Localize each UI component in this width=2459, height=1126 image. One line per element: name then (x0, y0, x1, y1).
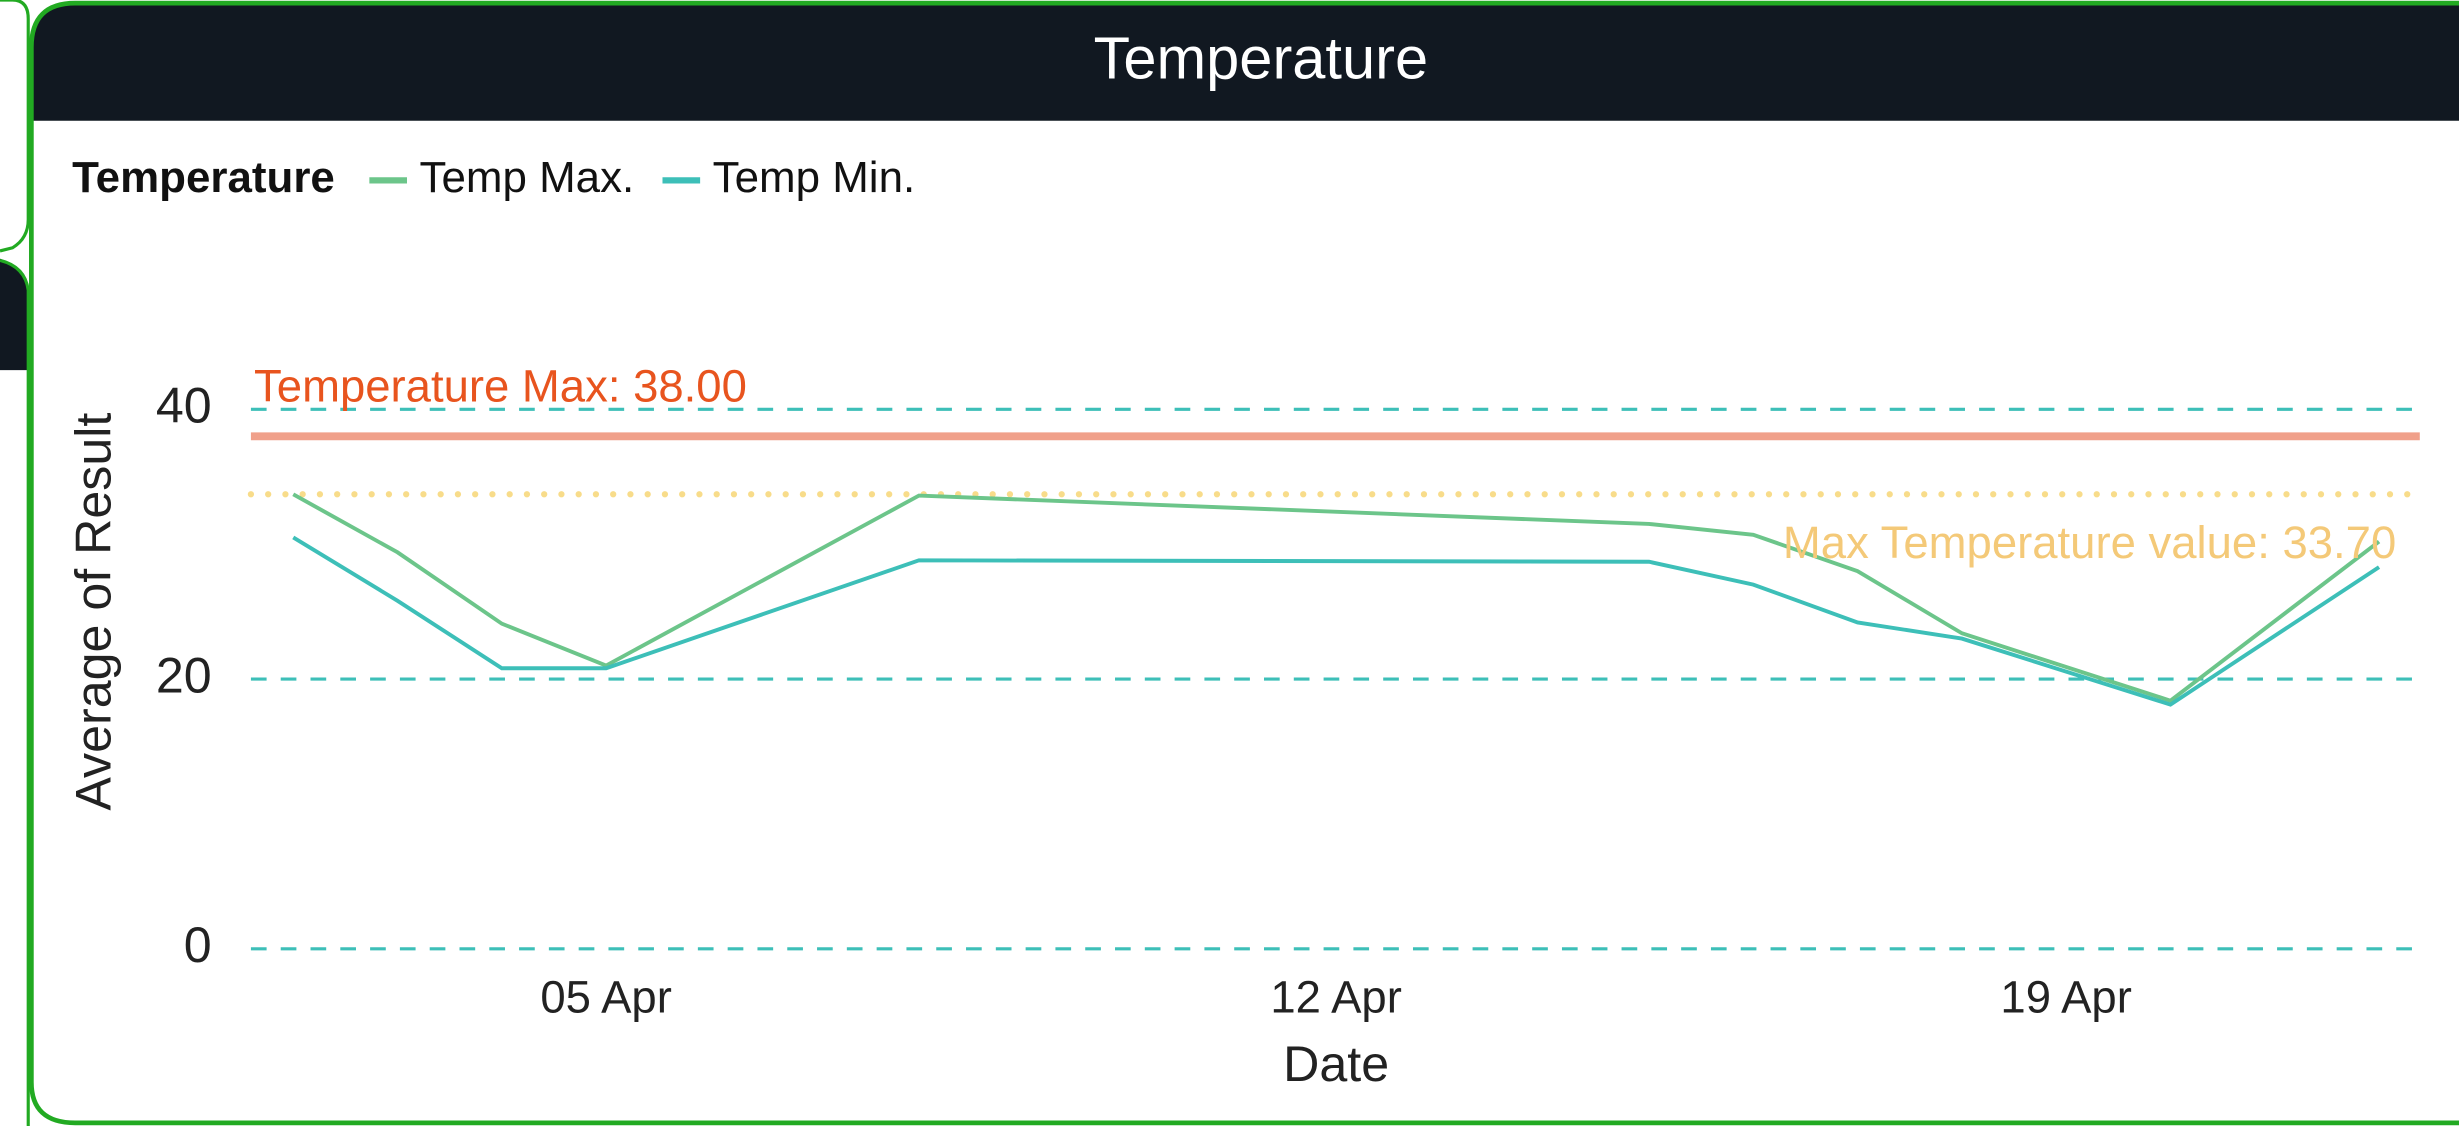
y-tick-label: 40 (156, 378, 212, 434)
series-line (292, 492, 2381, 703)
card-header (31, 3, 2459, 121)
y-axis-label: Average of Result (65, 413, 121, 811)
neighbor-card-edge (0, 0, 30, 253)
y-tick-label: 0 (184, 917, 212, 973)
reference-label: Max Temperature value: 33.70 (1783, 517, 2396, 568)
series-line (292, 535, 2381, 707)
legend-label: Temp Min. (713, 153, 916, 202)
card-title: Temperature (1094, 24, 1428, 91)
neighbor-card-edge (0, 258, 30, 1126)
y-tick-label: 20 (156, 647, 212, 703)
reference-label: Temperature Max: 38.00 (254, 360, 747, 411)
neighbor-card-header (0, 258, 29, 371)
x-tick-label: 12 Apr (1270, 972, 1401, 1023)
x-axis-label: Date (1283, 1036, 1389, 1092)
legend-label: Temp Max. (420, 153, 635, 202)
card-border (29, 0, 2459, 1126)
legend-title: Temperature (72, 153, 335, 202)
x-tick-label: 19 Apr (2000, 972, 2131, 1023)
x-tick-label: 05 Apr (540, 972, 671, 1023)
